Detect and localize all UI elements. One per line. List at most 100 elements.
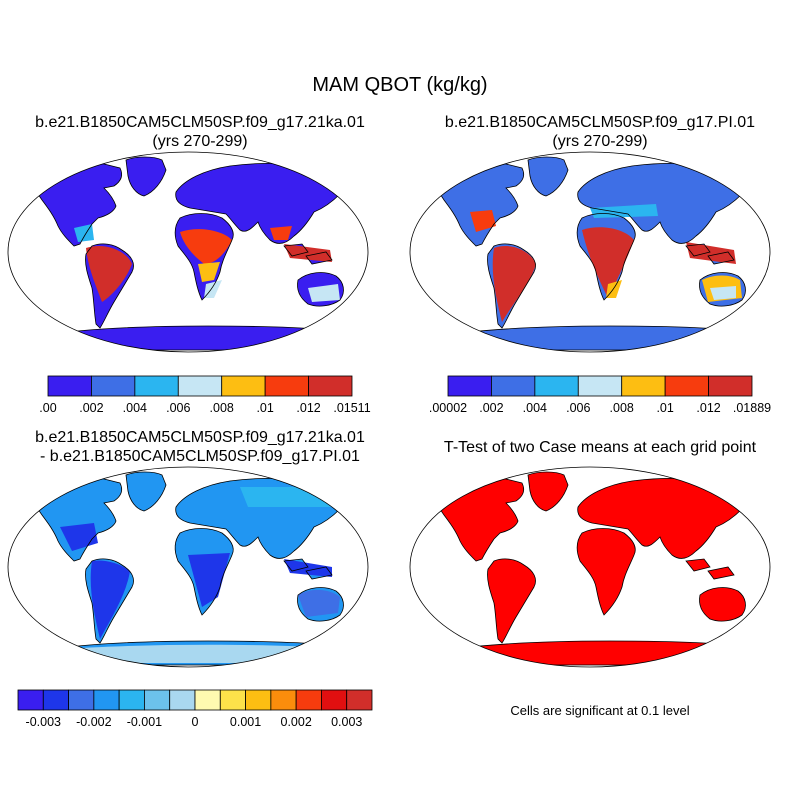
map-border [7, 466, 369, 668]
colorbar-tick-label: .006 [566, 401, 590, 415]
colorbar-box [270, 689, 297, 711]
colorbar-tick-label: .012 [696, 401, 720, 415]
panel2-title: b.e21.B1850CAM5CLM50SP.f09_g17.PI.01 (yr… [400, 113, 800, 151]
contour-region [686, 242, 736, 264]
colorbar-tick-label: .01511 [333, 401, 370, 415]
panel1-title: b.e21.B1850CAM5CLM50SP.f09_g17.21ka.01 (… [0, 113, 400, 151]
contour-region [470, 210, 496, 232]
map-contents [29, 156, 353, 351]
panel1-title-line2: (yrs 270-299) [152, 133, 248, 150]
colorbar-box [194, 689, 221, 711]
colorbar-tick-label: 0.002 [281, 715, 312, 729]
colorbar-box [93, 689, 120, 711]
contour-regions [38, 487, 348, 663]
colorbar-tick-label: .00002 [429, 401, 467, 415]
colorbar-tick-label: .008 [610, 401, 634, 415]
colorbar-tick-label: -0.002 [76, 715, 111, 729]
panel2-title-line1: b.e21.B1850CAM5CLM50SP.f09_g17.PI.01 [444, 114, 756, 131]
colorbar-tick-label: 0.001 [230, 715, 261, 729]
contour-region [298, 589, 340, 617]
contour-region [204, 280, 222, 298]
colorbar-box [664, 375, 709, 397]
colorbar-box [169, 689, 196, 711]
colorbar-tick-label: -0.003 [26, 715, 61, 729]
colorbar-box [17, 689, 44, 711]
panel2-title-line2: (yrs 270-299) [552, 133, 648, 150]
colorbar-box [91, 375, 136, 397]
colorbar-box [491, 375, 536, 397]
contour-region [188, 553, 230, 607]
panel4-title-line1: T-Test of two Case means at each grid po… [443, 439, 757, 456]
contour-region [308, 284, 340, 302]
figure-title: MAM QBOT (kg/kg) [312, 74, 488, 96]
maps-layer [7, 151, 771, 668]
colorbar-box [245, 689, 272, 711]
colorbar-box [134, 375, 179, 397]
colorbar-box [308, 375, 353, 397]
colorbars-layer: .00.002.004.006.008.01.012.01511.00002.0… [17, 375, 771, 729]
colorbar-tick-label: 0.003 [331, 715, 362, 729]
map-border [409, 466, 771, 668]
colorbar-box [577, 375, 623, 397]
contour-region [198, 262, 220, 282]
colorbar-box [219, 689, 246, 711]
panel3-title-line1: b.e21.B1850CAM5CLM50SP.f09_g17.21ka.01 [35, 429, 365, 446]
map-border [7, 151, 369, 353]
colorbar-box [346, 689, 373, 711]
colorbar-tick-label: .008 [210, 401, 234, 415]
colorbar-tick-label: .01 [656, 401, 673, 415]
colorbar-tick-label: .00 [39, 401, 56, 415]
colorbar-box [144, 689, 171, 711]
panel4-map [409, 466, 771, 668]
colorbar-box [264, 375, 309, 397]
panel1-map [7, 151, 369, 353]
contour-region [582, 227, 634, 298]
map-border [409, 151, 771, 353]
colorbar-tick-label: .004 [523, 401, 547, 415]
contour-region [284, 559, 332, 577]
significance-note: Cells are significant at 0.1 level [510, 703, 690, 718]
colorbar-panel2: .00002 .002 .004 .006 .008 .01 .012 .01889 [429, 375, 771, 415]
colorbar-tick-label: .012 [296, 401, 320, 415]
colorbar-box [221, 375, 266, 397]
contour-region [240, 487, 338, 507]
contour-region [270, 226, 292, 240]
colorbar-tick-label: .004 [123, 401, 147, 415]
colorbar-box [447, 375, 492, 397]
colorbar-tick-label: .01 [256, 401, 273, 415]
colorbar-tick-label: .01889 [733, 401, 771, 415]
contour-region [90, 560, 130, 639]
contour-regions [470, 204, 742, 322]
colorbar-tick-label: .002 [479, 401, 503, 415]
contour-region [284, 244, 332, 262]
colorbar-box [42, 689, 69, 711]
panel3-title: b.e21.B1850CAM5CLM50SP.f09_g17.21ka.01 -… [0, 428, 400, 466]
colorbar-tick-label: .006 [166, 401, 190, 415]
panel2-map [409, 151, 771, 353]
colorbar-tick-label: 0 [192, 715, 199, 729]
colorbar-tick-label: .002 [79, 401, 103, 415]
colorbar-tick-label: -0.001 [127, 715, 162, 729]
colorbar-box [534, 375, 579, 397]
colorbar-box [177, 375, 223, 397]
panel1-title-line1: b.e21.B1850CAM5CLM50SP.f09_g17.21ka.01 [35, 114, 365, 131]
map-contents [29, 471, 353, 666]
map-contents [431, 156, 755, 351]
contour-region [492, 245, 536, 322]
colorbar-box [47, 375, 92, 397]
contour-region [86, 245, 132, 302]
colorbar-panel1: .00 .002 .004 .006 .008 .01 .012 .01511 [39, 375, 371, 415]
contour-region [180, 229, 232, 264]
colorbar-box [708, 375, 753, 397]
panel3-map [7, 466, 369, 668]
panel4-title: T-Test of two Case means at each grid po… [400, 438, 800, 457]
panel3-title-line2: - b.e21.B1850CAM5CLM50SP.f09_g17.PI.01 [40, 448, 360, 465]
colorbar-box [118, 689, 145, 711]
colorbar-box [321, 689, 348, 711]
colorbar-box [295, 689, 322, 711]
colorbar-box [621, 375, 666, 397]
colorbar-box [68, 689, 95, 711]
colorbar-panel3: -0.003 -0.002 -0.001 0 0.001 0.002 0.003 [17, 689, 373, 729]
contour-region [590, 204, 658, 218]
